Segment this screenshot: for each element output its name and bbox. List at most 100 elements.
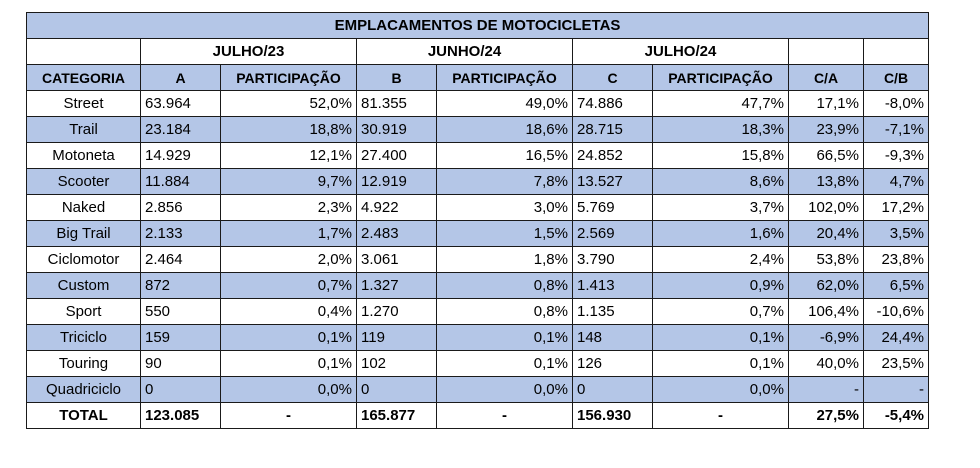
table-row: Triciclo 159 0,1% 119 0,1% 148 0,1% -6,9…: [26, 324, 929, 351]
share-c-cell: 3,7%: [652, 194, 789, 221]
category-cell: Naked: [26, 194, 141, 221]
value-b-cell: 3.061: [356, 246, 437, 273]
share-c-cell: 0,7%: [652, 298, 789, 325]
ratio-cb-cell: -: [863, 376, 929, 403]
value-b-cell: 27.400: [356, 142, 437, 169]
category-cell: Touring: [26, 350, 141, 377]
share-c-cell: 0,1%: [652, 350, 789, 377]
ratio-ca-cell: 23,9%: [788, 116, 864, 143]
share-c-cell: -: [652, 402, 789, 429]
table-row: Street 63.964 52,0% 81.355 49,0% 74.886 …: [26, 90, 929, 117]
period-header: JULHO/23: [140, 38, 357, 65]
share-a-cell: -: [220, 402, 357, 429]
value-b-cell: 4.922: [356, 194, 437, 221]
column-header: C/A: [788, 64, 864, 91]
category-cell: TOTAL: [26, 402, 141, 429]
column-header: B: [356, 64, 437, 91]
share-b-cell: 0,1%: [436, 324, 573, 351]
share-b-cell: 3,0%: [436, 194, 573, 221]
value-c-cell: 2.569: [572, 220, 653, 247]
ratio-ca-cell: 17,1%: [788, 90, 864, 117]
share-a-cell: 1,7%: [220, 220, 357, 247]
ratio-ca-cell: 27,5%: [788, 402, 864, 429]
value-a-cell: 872: [140, 272, 221, 299]
category-cell: Custom: [26, 272, 141, 299]
value-a-cell: 90: [140, 350, 221, 377]
share-c-cell: 0,9%: [652, 272, 789, 299]
value-c-cell: 126: [572, 350, 653, 377]
value-c-cell: 13.527: [572, 168, 653, 195]
ratio-ca-cell: 40,0%: [788, 350, 864, 377]
value-c-cell: 156.930: [572, 402, 653, 429]
share-b-cell: 1,5%: [436, 220, 573, 247]
ratio-ca-cell: -6,9%: [788, 324, 864, 351]
ratio-cb-cell: 6,5%: [863, 272, 929, 299]
category-cell: Quadriciclo: [26, 376, 141, 403]
share-b-cell: 49,0%: [436, 90, 573, 117]
value-a-cell: 550: [140, 298, 221, 325]
value-a-cell: 2.133: [140, 220, 221, 247]
value-c-cell: 5.769: [572, 194, 653, 221]
table-row: Quadriciclo 0 0,0% 0 0,0% 0 0,0% - -: [26, 376, 929, 403]
ratio-cb-cell: 3,5%: [863, 220, 929, 247]
table-row: Scooter 11.884 9,7% 12.919 7,8% 13.527 8…: [26, 168, 929, 195]
share-a-cell: 0,7%: [220, 272, 357, 299]
ratio-ca-cell: -: [788, 376, 864, 403]
header-blank: [788, 38, 864, 65]
value-c-cell: 24.852: [572, 142, 653, 169]
value-c-cell: 0: [572, 376, 653, 403]
value-c-cell: 1.135: [572, 298, 653, 325]
column-header: C: [572, 64, 653, 91]
ratio-cb-cell: 23,8%: [863, 246, 929, 273]
ratio-cb-cell: 23,5%: [863, 350, 929, 377]
ratio-ca-cell: 53,8%: [788, 246, 864, 273]
share-b-cell: 18,6%: [436, 116, 573, 143]
share-c-cell: 15,8%: [652, 142, 789, 169]
ratio-cb-cell: -8,0%: [863, 90, 929, 117]
table-title: EMPLACAMENTOS DE MOTOCICLETAS: [26, 12, 929, 39]
share-a-cell: 12,1%: [220, 142, 357, 169]
ratio-cb-cell: 24,4%: [863, 324, 929, 351]
share-c-cell: 1,6%: [652, 220, 789, 247]
share-a-cell: 52,0%: [220, 90, 357, 117]
value-c-cell: 1.413: [572, 272, 653, 299]
value-a-cell: 23.184: [140, 116, 221, 143]
column-header: PARTICIPAÇÃO: [652, 64, 789, 91]
period-header: JUNHO/24: [356, 38, 573, 65]
value-b-cell: 119: [356, 324, 437, 351]
ratio-cb-cell: -5,4%: [863, 402, 929, 429]
share-c-cell: 8,6%: [652, 168, 789, 195]
table-row: Sport 550 0,4% 1.270 0,8% 1.135 0,7% 106…: [26, 298, 929, 325]
table-row: Motoneta 14.929 12,1% 27.400 16,5% 24.85…: [26, 142, 929, 169]
column-header: C/B: [863, 64, 929, 91]
value-a-cell: 0: [140, 376, 221, 403]
table-row: Ciclomotor 2.464 2,0% 3.061 1,8% 3.790 2…: [26, 246, 929, 273]
value-b-cell: 2.483: [356, 220, 437, 247]
period-header: JULHO/24: [572, 38, 789, 65]
value-c-cell: 28.715: [572, 116, 653, 143]
share-a-cell: 2,3%: [220, 194, 357, 221]
share-b-cell: 1,8%: [436, 246, 573, 273]
share-c-cell: 2,4%: [652, 246, 789, 273]
value-b-cell: 102: [356, 350, 437, 377]
share-b-cell: 0,8%: [436, 298, 573, 325]
value-b-cell: 1.327: [356, 272, 437, 299]
category-cell: Big Trail: [26, 220, 141, 247]
share-c-cell: 47,7%: [652, 90, 789, 117]
column-header: PARTICIPAÇÃO: [436, 64, 573, 91]
column-header: CATEGORIA: [26, 64, 141, 91]
value-b-cell: 0: [356, 376, 437, 403]
share-a-cell: 2,0%: [220, 246, 357, 273]
column-header: A: [140, 64, 221, 91]
ratio-cb-cell: 17,2%: [863, 194, 929, 221]
value-b-cell: 1.270: [356, 298, 437, 325]
share-a-cell: 18,8%: [220, 116, 357, 143]
value-b-cell: 30.919: [356, 116, 437, 143]
table-body: Street 63.964 52,0% 81.355 49,0% 74.886 …: [26, 90, 929, 429]
share-b-cell: -: [436, 402, 573, 429]
category-cell: Trail: [26, 116, 141, 143]
category-cell: Ciclomotor: [26, 246, 141, 273]
category-cell: Scooter: [26, 168, 141, 195]
table-row: Naked 2.856 2,3% 4.922 3,0% 5.769 3,7% 1…: [26, 194, 929, 221]
category-cell: Triciclo: [26, 324, 141, 351]
